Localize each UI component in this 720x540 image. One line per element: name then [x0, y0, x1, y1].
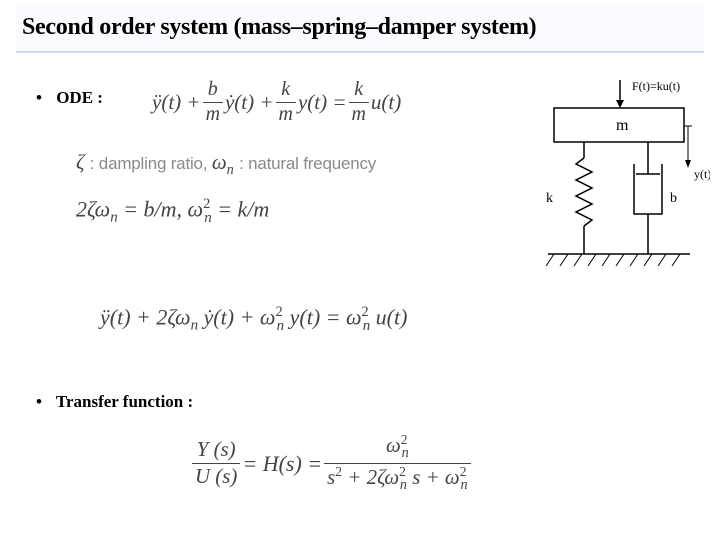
frac-num: ω2n — [383, 432, 412, 463]
eq-part: y(t) = ω — [290, 304, 362, 329]
frac-den: m — [203, 102, 223, 127]
eq-part: = H(s) = — [242, 451, 322, 477]
frac-tf-rhs: ω2n s2 + 2ζω2n s + ω2n — [324, 432, 470, 495]
frac-b-m: b m — [203, 78, 223, 127]
equation-ode: ÿ(t) + b m ẏ(t) + k m y(t) = k m u(t) — [152, 78, 401, 127]
equation-params: 2ζωn = b/m, ω2n = k/m — [76, 196, 269, 227]
equation-transfer-function: Y (s) U (s) = H(s) = ω2n s2 + 2ζω2n s + … — [190, 432, 473, 495]
frac-num: k — [351, 78, 366, 102]
eq-sub: n — [110, 210, 117, 226]
eq-part: + 2ζω — [347, 465, 399, 489]
frac-den: m — [349, 102, 369, 127]
frac-k-m: k m — [276, 78, 296, 127]
frac-den: U (s) — [192, 463, 240, 490]
eq-part: ω — [386, 433, 401, 457]
eq-part: u(t) — [371, 90, 401, 115]
eq-sub: n — [402, 445, 409, 461]
eq-part: u(t) — [376, 304, 408, 329]
omega-label: : natural frequency — [239, 154, 376, 173]
eq-part: ẏ(t) + ω — [204, 304, 276, 329]
omega-symbol: ω — [212, 150, 227, 174]
page-title: Second order system (mass–spring–damper … — [22, 14, 536, 41]
frac-num: b — [205, 78, 221, 102]
eq-sub: n — [363, 318, 370, 334]
bullet-tf-label: Transfer function : — [56, 392, 193, 411]
eq-part: ÿ(t) + — [152, 90, 201, 115]
bullet-ode: • ODE : — [36, 88, 103, 108]
title-band: Second order system (mass–spring–damper … — [16, 4, 704, 52]
force-label: F(t)=ku(t) — [632, 79, 680, 93]
eq-sub: n — [277, 318, 284, 334]
output-label: y(t) — [694, 167, 710, 181]
damper-label: b — [670, 191, 677, 206]
mass-spring-damper-diagram: F(t)=ku(t) m y(t) k b — [530, 74, 710, 300]
zeta-label: : dampling ratio, — [90, 154, 212, 173]
equation-standard-form: ÿ(t) + 2ζωn ẏ(t) + ω2n y(t) = ω2n u(t) — [100, 304, 407, 335]
bullet-tf: • Transfer function : — [36, 392, 193, 412]
mass-label: m — [616, 117, 629, 134]
eq-part: s + ω — [412, 465, 459, 489]
diagram-svg: F(t)=ku(t) m y(t) k b — [530, 74, 710, 300]
force-arrow-head — [616, 100, 624, 108]
definitions-line: ζ : dampling ratio, ωn : natural frequen… — [76, 150, 376, 179]
frac-k-m2: k m — [349, 78, 369, 127]
eq-part: 2ζω — [76, 196, 110, 221]
eq-sup: 2 — [335, 464, 342, 479]
spring-coil — [576, 158, 592, 226]
spring-label: k — [546, 191, 553, 206]
eq-sub: n — [460, 477, 467, 493]
frac-num: Y (s) — [194, 437, 239, 463]
eq-sub: n — [191, 318, 198, 334]
bullet-dot: • — [36, 392, 42, 412]
eq-part: ẏ(t) + — [225, 90, 274, 115]
output-arrow-head — [685, 160, 691, 168]
eq-part: ÿ(t) + 2ζω — [100, 304, 191, 329]
eq-sub: n — [204, 210, 211, 226]
eq-part: = b/m, ω — [123, 196, 203, 221]
frac-num: k — [278, 78, 293, 102]
frac-Ys-Us: Y (s) U (s) — [192, 437, 240, 490]
bullet-dot: • — [36, 88, 42, 108]
eq-part: = k/m — [217, 196, 269, 221]
eq-part: y(t) = — [298, 90, 347, 115]
bullet-ode-label: ODE : — [56, 88, 103, 107]
frac-den: s2 + 2ζω2n s + ω2n — [324, 463, 470, 495]
zeta-symbol: ζ — [76, 150, 85, 174]
frac-den: m — [276, 102, 296, 127]
omega-sub: n — [227, 162, 234, 178]
ground-hatch — [546, 254, 680, 266]
eq-sub: n — [400, 477, 407, 493]
